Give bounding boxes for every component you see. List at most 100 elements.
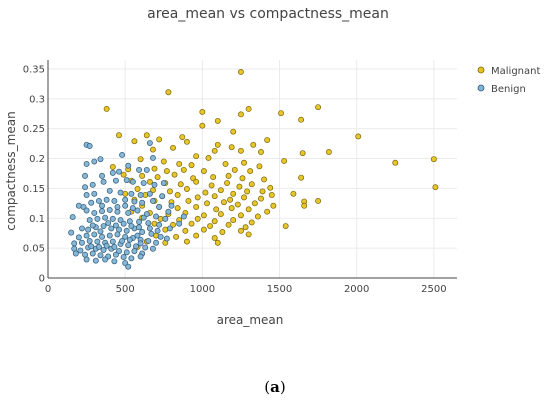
caption-letter: a — [270, 378, 280, 396]
point-benign — [128, 190, 135, 197]
point-malignant — [182, 227, 189, 234]
point-malignant — [228, 205, 235, 212]
legend-item-malignant[interactable]: Malignant — [477, 66, 540, 77]
legend-item-benign[interactable]: Benign — [477, 84, 526, 95]
axes — [47, 60, 457, 279]
point-malignant — [208, 182, 215, 189]
point-benign — [97, 156, 104, 163]
point-benign — [150, 245, 156, 252]
point-malignant — [248, 181, 255, 188]
point-malignant — [120, 171, 127, 178]
point-benign — [68, 229, 75, 236]
point-benign — [136, 224, 143, 231]
point-benign — [125, 209, 132, 216]
point-malignant — [250, 141, 257, 148]
point-malignant — [227, 196, 234, 203]
legend[interactable]: Malignant Benign — [477, 66, 540, 95]
point-malignant — [315, 198, 322, 204]
point-malignant — [116, 132, 122, 139]
point-benign — [112, 177, 119, 184]
point-malignant — [160, 158, 167, 165]
point-benign — [180, 213, 187, 220]
point-benign — [112, 251, 119, 258]
point-benign — [153, 213, 159, 220]
point-benign — [82, 184, 88, 191]
point-benign — [79, 225, 85, 232]
point-malignant — [183, 138, 190, 145]
point-malignant — [109, 163, 116, 170]
point-benign — [83, 207, 90, 214]
point-benign — [95, 243, 102, 250]
point-malignant — [248, 219, 255, 226]
point-benign — [103, 196, 110, 203]
point-malignant — [217, 211, 224, 218]
point-benign — [108, 225, 115, 232]
point-malignant — [183, 186, 190, 192]
caption-open-paren: ( — [264, 378, 271, 396]
point-benign — [166, 225, 173, 232]
point-benign — [162, 215, 169, 222]
point-benign — [137, 240, 144, 247]
point-benign — [91, 231, 98, 238]
point-malignant — [166, 188, 173, 195]
point-malignant — [139, 172, 146, 179]
series-benign-points — [68, 140, 187, 270]
point-benign — [150, 155, 156, 161]
point-benign — [125, 162, 132, 169]
point-malignant — [278, 110, 285, 117]
point-benign — [102, 256, 109, 263]
point-malignant — [131, 138, 138, 145]
point-benign — [129, 178, 136, 185]
point-benign — [134, 232, 141, 239]
point-malignant — [154, 174, 161, 181]
point-benign — [83, 192, 90, 198]
point-malignant — [224, 180, 230, 186]
caption-close-paren: ) — [279, 378, 286, 396]
point-malignant — [174, 192, 181, 198]
point-benign — [146, 140, 153, 146]
point-malignant — [134, 186, 141, 192]
point-benign — [114, 203, 121, 210]
point-benign — [79, 239, 85, 246]
point-benign — [111, 243, 118, 250]
point-benign — [145, 238, 152, 244]
point-malignant — [179, 134, 186, 140]
point-malignant — [193, 153, 200, 160]
point-malignant — [137, 156, 144, 163]
point-malignant — [163, 168, 170, 175]
point-malignant — [193, 178, 200, 185]
point-malignant — [176, 160, 183, 167]
chart-title: area_mean vs compactness_mean — [147, 6, 389, 22]
point-malignant — [247, 168, 254, 175]
y-tick-label: 0.2 — [29, 154, 45, 165]
point-benign — [75, 234, 82, 241]
y-axis-label: compactness_mean — [4, 111, 18, 230]
plot-area[interactable] — [48, 60, 457, 278]
point-benign — [117, 189, 124, 196]
point-benign — [100, 223, 107, 229]
point-malignant — [170, 144, 176, 151]
point-benign — [122, 196, 129, 203]
point-benign — [159, 193, 166, 200]
point-benign — [126, 236, 133, 243]
point-benign — [128, 223, 135, 229]
point-benign — [109, 169, 116, 176]
x-tick-label: 1000 — [190, 284, 215, 295]
point-benign — [131, 198, 138, 205]
point-malignant — [171, 171, 178, 178]
point-benign — [123, 227, 130, 234]
point-malignant — [219, 229, 226, 235]
point-benign — [71, 240, 78, 247]
point-malignant — [211, 235, 218, 241]
point-malignant — [200, 226, 207, 233]
point-malignant — [177, 181, 184, 188]
point-benign — [160, 180, 167, 186]
point-malignant — [254, 213, 261, 220]
x-tick-label: 0 — [45, 284, 51, 295]
point-benign — [140, 214, 147, 221]
point-benign — [114, 208, 121, 215]
point-malignant — [214, 239, 221, 246]
point-benign — [109, 215, 116, 222]
point-malignant — [268, 192, 275, 198]
